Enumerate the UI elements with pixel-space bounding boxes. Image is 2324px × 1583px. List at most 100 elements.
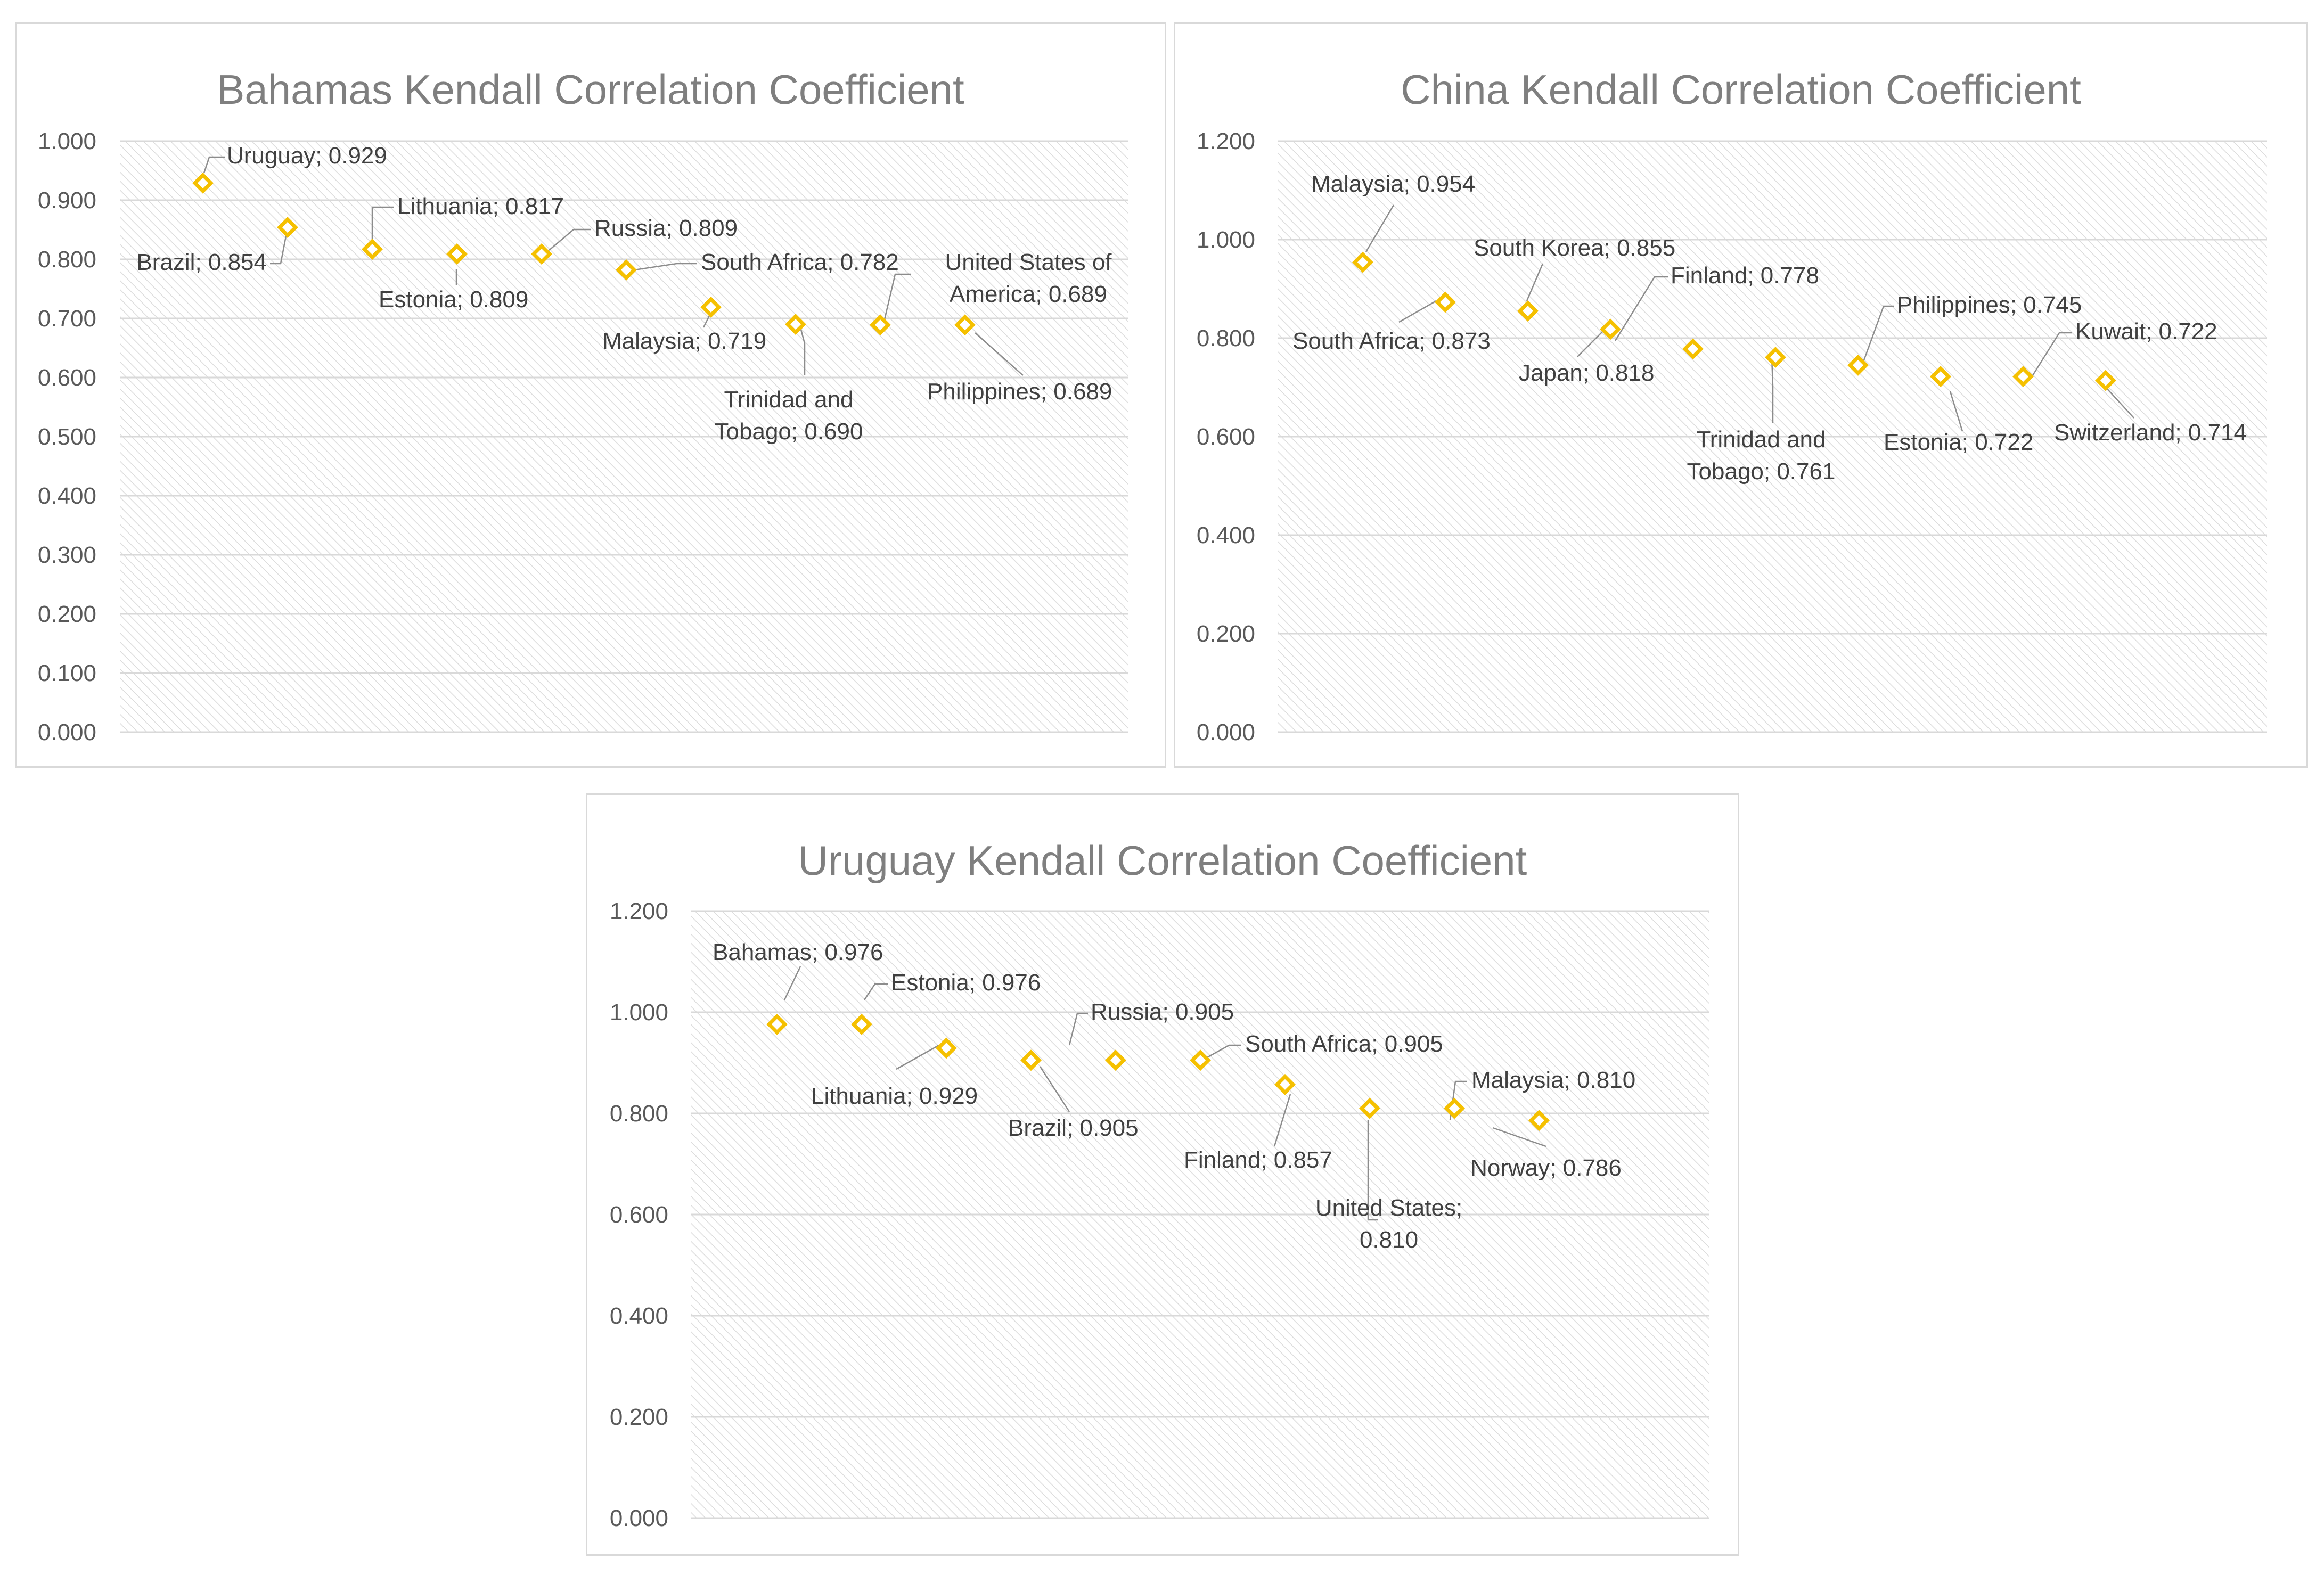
- data-label: Russia; 0.905: [1091, 999, 1234, 1025]
- y-tick-label: 0.900: [38, 187, 96, 214]
- data-point-marker[interactable]: [954, 314, 976, 336]
- data-point-group: Brazil; 0.905: [1008, 1049, 1139, 1141]
- data-label: Brazil; 0.854: [136, 249, 267, 275]
- y-tick-label: 0.700: [38, 306, 96, 332]
- data-label: South Africa; 0.873: [1292, 328, 1491, 354]
- data-point-group: Uruguay; 0.929: [192, 143, 387, 194]
- data-point-marker[interactable]: [1190, 1049, 1211, 1071]
- y-tick-label: 0.000: [610, 1505, 668, 1531]
- data-point-group: Brazil; 0.854: [136, 217, 298, 275]
- data-point-marker[interactable]: [2012, 366, 2034, 388]
- y-tick-label: 1.000: [38, 128, 96, 154]
- data-point-group: Lithuania; 0.929: [811, 1037, 978, 1109]
- data-point-group: Finland; 0.778: [1614, 263, 1819, 360]
- data-point-marker[interactable]: [1930, 366, 1951, 388]
- data-point-marker[interactable]: [1600, 318, 1621, 340]
- data-point-group: Russia; 0.809: [531, 215, 738, 265]
- data-label: Kuwait; 0.722: [2075, 318, 2217, 345]
- data-label: Malaysia; 0.954: [1311, 171, 1475, 197]
- data-label: Estonia; 0.976: [891, 970, 1041, 996]
- leader-line: [1861, 305, 1894, 365]
- leader-line: [371, 206, 394, 242]
- data-label: Malaysia; 0.810: [1471, 1067, 1635, 1093]
- data-label: Trinidad and Tobago; 0.761: [1687, 426, 1836, 485]
- leader-line: [1365, 204, 1395, 252]
- data-point-marker[interactable]: [785, 314, 806, 335]
- data-point-marker[interactable]: [1847, 354, 1869, 376]
- data-label: Uruguay; 0.929: [227, 143, 387, 169]
- y-tick-label: 0.200: [1197, 621, 1255, 647]
- y-tick-label: 0.000: [1197, 719, 1255, 745]
- y-tick-label: 0.400: [610, 1303, 668, 1329]
- data-point-group: Estonia; 0.809: [379, 243, 528, 313]
- data-label: Finland; 0.857: [1184, 1147, 1332, 1173]
- data-label: Estonia; 0.809: [379, 286, 528, 313]
- y-tick-label: 0.400: [1197, 522, 1255, 548]
- data-point-marker[interactable]: [192, 172, 214, 194]
- data-point-marker[interactable]: [1528, 1110, 1550, 1131]
- data-point-group: Kuwait; 0.722: [2012, 318, 2217, 388]
- data-point-marker[interactable]: [1435, 291, 1456, 313]
- y-tick-label: 1.200: [1197, 128, 1255, 154]
- data-point-marker[interactable]: [2095, 370, 2116, 391]
- data-point-marker[interactable]: [1359, 1097, 1380, 1119]
- data-point-group: South Africa; 0.782: [616, 249, 899, 281]
- data-point-group: Russia; 0.905: [1068, 999, 1234, 1071]
- data-point-marker[interactable]: [362, 239, 383, 260]
- data-point-group: South Korea; 0.855: [1474, 235, 1675, 322]
- data-point-group: Trinidad and Tobago; 0.761: [1687, 347, 1836, 485]
- data-point-marker[interactable]: [1765, 347, 1786, 368]
- data-point-group: South Africa; 0.905: [1190, 1031, 1443, 1071]
- data-point-group: Malaysia; 0.954: [1311, 171, 1475, 273]
- uruguay-chart-panel: Uruguay Kendall Correlation Coefficient …: [586, 793, 1739, 1556]
- leader-line: [1577, 327, 1607, 357]
- leader-line: [883, 273, 911, 320]
- data-point-group: United States of America; 0.689: [870, 249, 1112, 336]
- data-point-marker[interactable]: [1352, 251, 1373, 273]
- data-point-marker[interactable]: [1444, 1097, 1465, 1119]
- data-label: Philippines; 0.745: [1897, 292, 2082, 318]
- y-tick-label: 0.200: [38, 601, 96, 627]
- bahamas-chart-panel: Bahamas Kendall Correlation Coefficient …: [15, 22, 1166, 768]
- leader-line: [1068, 1012, 1088, 1046]
- y-tick-label: 0.200: [610, 1404, 668, 1430]
- data-point-group: Lithuania; 0.817: [362, 193, 564, 260]
- leader-line: [1398, 300, 1437, 323]
- data-point-group: Estonia; 0.722: [1884, 366, 2033, 455]
- data-point-marker[interactable]: [936, 1037, 957, 1059]
- data-point-group: Bahamas; 0.976: [713, 939, 883, 1035]
- leader-line: [1039, 1066, 1070, 1112]
- data-point-marker[interactable]: [870, 314, 891, 336]
- data-point-marker[interactable]: [616, 259, 637, 281]
- data-point-marker[interactable]: [700, 296, 722, 318]
- data-point-marker[interactable]: [277, 217, 298, 239]
- data-point-marker[interactable]: [531, 243, 552, 265]
- data-label: Trinidad and Tobago; 0.690: [715, 387, 863, 445]
- data-label: Russia; 0.809: [594, 215, 738, 241]
- uruguay-plot: 0.000 0.200 0.400 0.600 0.800 1.000 1.200 Baham…: [610, 898, 1709, 1531]
- data-point-marker[interactable]: [1682, 338, 1704, 360]
- data-point-group: Philippines; 0.689: [927, 314, 1112, 405]
- data-label: Norway; 0.786: [1470, 1155, 1622, 1181]
- data-point-marker[interactable]: [446, 243, 468, 265]
- data-point-marker[interactable]: [1105, 1049, 1126, 1071]
- data-point-marker[interactable]: [766, 1013, 788, 1035]
- y-tick-label: 0.400: [38, 483, 96, 509]
- leader-line: [634, 263, 697, 271]
- data-label: South Africa; 0.905: [1245, 1031, 1443, 1057]
- data-label: Japan; 0.818: [1519, 360, 1654, 386]
- y-tick-label: 0.800: [610, 1101, 668, 1127]
- data-point-group: South Africa; 0.873: [1292, 291, 1491, 354]
- data-point-marker[interactable]: [1020, 1049, 1042, 1071]
- leader-line: [1205, 1044, 1241, 1060]
- leader-line: [863, 983, 888, 1000]
- y-tick-label: 0.600: [38, 365, 96, 391]
- leader-line: [975, 332, 1024, 376]
- chart-title: Uruguay Kendall Correlation Coefficient: [798, 837, 1527, 884]
- data-point-marker[interactable]: [1274, 1073, 1296, 1095]
- y-tick-label: 0.300: [38, 542, 96, 568]
- data-point-marker[interactable]: [851, 1013, 872, 1035]
- chart-title: China Kendall Correlation Coefficient: [1401, 66, 2081, 113]
- data-point-marker[interactable]: [1517, 300, 1539, 322]
- data-label: South Korea; 0.855: [1474, 235, 1675, 261]
